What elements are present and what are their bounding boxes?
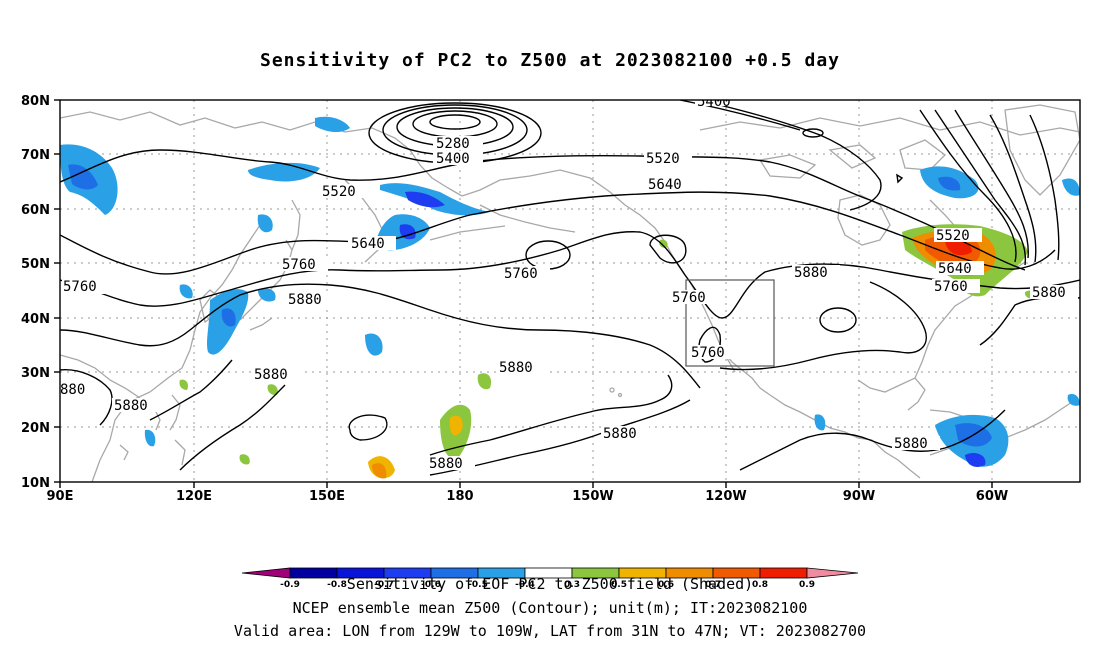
contour-label: 5880 — [114, 398, 148, 414]
contour-label: 5880 — [288, 292, 322, 308]
colorbar: -0.9 -0.8 -0.7 -0.6 -0.5 -0.4 0.3 0.5 0.… — [241, 567, 859, 590]
contour-label: 5760 — [282, 257, 316, 273]
lon-label: 120W — [705, 489, 746, 504]
contour-label: 5520 — [322, 184, 356, 200]
lon-label: 150E — [309, 489, 345, 504]
colorbar-tick-label: 0.9 — [799, 580, 815, 590]
contour-label: 5880 — [499, 360, 533, 376]
figure-title: Sensitivity of PC2 to Z500 at 2023082100… — [259, 50, 840, 71]
lat-label: 80N — [21, 94, 50, 109]
map-background — [60, 100, 1080, 482]
contour-label: 5760 — [691, 345, 725, 361]
map-frame — [59, 99, 1081, 483]
contour-label: 5880 — [254, 367, 288, 383]
axis-ticks — [54, 99, 993, 488]
contour-label: 5640 — [351, 236, 385, 252]
latitude-labels: 80N 70N 60N 50N 40N 30N 20N 10N — [21, 94, 50, 491]
caption-line-1: Sensitivity of EOF PC2 to Z500 field (Sh… — [346, 575, 754, 593]
caption-line-3: Valid area: LON from 129W to 109W, LAT f… — [233, 622, 867, 640]
contour-label: 5400 — [436, 151, 470, 167]
colorbar-cell — [806, 567, 859, 579]
lon-label: 120E — [176, 489, 212, 504]
lat-label: 60N — [21, 203, 50, 218]
longitude-labels: 90E 120E 150E 180 150W 120W 90W 60W — [47, 489, 1009, 504]
colorbar-tick-label: 0.6 — [658, 580, 674, 590]
lat-label: 30N — [21, 366, 50, 381]
colorbar-tick-label: -0.9 — [280, 580, 300, 590]
lat-label: 10N — [21, 476, 50, 491]
colorbar-tick-label: 0.3 — [564, 580, 580, 590]
lon-label: 180 — [446, 489, 473, 504]
contour-label: 5760 — [504, 266, 538, 282]
lon-label: 150W — [572, 489, 613, 504]
coastlines — [60, 104, 1080, 482]
lat-label: 70N — [21, 148, 50, 163]
caption-line-2: NCEP ensemble mean Z500 (Contour); unit(… — [292, 599, 808, 617]
contour-label: 880 — [60, 382, 85, 398]
lon-label: 60W — [976, 489, 1008, 504]
lat-label: 20N — [21, 421, 50, 436]
contour-label: 5280 — [436, 136, 470, 152]
colorbar-tick-label: 0.7 — [705, 580, 721, 590]
colorbar-tick-label: 0.5 — [611, 580, 627, 590]
colorbar-tick-label: 0.8 — [752, 580, 768, 590]
contour-label: 5760 — [934, 279, 968, 295]
contour-label: 5880 — [794, 265, 828, 281]
colorbar-tick-label: -0.7 — [374, 580, 394, 590]
contour-label: 5760 — [672, 290, 706, 306]
lon-label: 90E — [47, 489, 74, 504]
lon-label: 90W — [843, 489, 875, 504]
valid-area-box — [685, 279, 775, 367]
lat-label: 40N — [21, 312, 50, 327]
contour-label: 5880 — [1032, 285, 1066, 301]
colorbar-tick-label: -0.5 — [468, 580, 488, 590]
contour-label: 5880 — [429, 456, 463, 472]
contour-label: 5640 — [938, 261, 972, 277]
colorbar-tick-label: -0.4 — [515, 580, 535, 590]
contour-label: 5640 — [648, 177, 682, 193]
contour-label: 5880 — [894, 436, 928, 452]
colorbar-tick-label: -0.6 — [421, 580, 441, 590]
colorbar-tick-label: -0.8 — [327, 580, 347, 590]
lat-label: 50N — [21, 257, 50, 272]
contour-label: 5400 — [697, 94, 731, 110]
contour-label: 5760 — [63, 279, 97, 295]
contour-label: 5520 — [646, 151, 680, 167]
contour-labels: 5400 5280 5400 5520 5520 5640 5640 5760 … — [60, 94, 1078, 472]
contour-label: 5520 — [936, 228, 970, 244]
contour-label: 5880 — [603, 426, 637, 442]
